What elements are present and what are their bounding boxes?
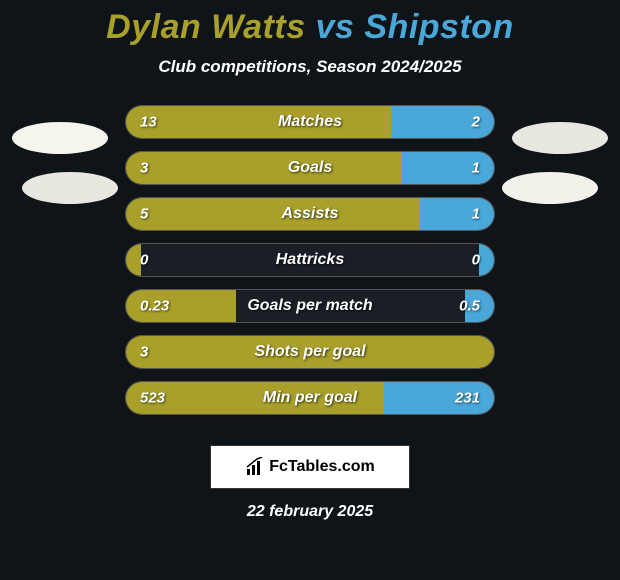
stat-label: Shots per goal [126, 343, 494, 361]
stat-label: Min per goal [126, 389, 494, 407]
stat-row: 132Matches [125, 105, 495, 139]
comparison-card: Dylan Watts vs Shipston Club competition… [0, 0, 620, 580]
team-badge-right [502, 172, 598, 204]
stat-row: 3Shots per goal [125, 335, 495, 369]
chart-icon [245, 457, 265, 477]
stat-row: 523231Min per goal [125, 381, 495, 415]
stat-label: Assists [126, 205, 494, 223]
stat-label: Matches [126, 113, 494, 131]
stat-label: Hattricks [126, 251, 494, 269]
stats-area: 132Matches 31Goals 51Assists 00Hattricks 0.2… [0, 105, 620, 415]
team-badge-right [512, 122, 608, 154]
page-title: Dylan Watts vs Shipston [0, 8, 620, 47]
stat-row: 31Goals [125, 151, 495, 185]
stat-row: 00Hattricks [125, 243, 495, 277]
fctables-logo: FcTables.com [210, 445, 410, 489]
stat-label: Goals [126, 159, 494, 177]
stat-label: Goals per match [126, 297, 494, 315]
team-badge-left [12, 122, 108, 154]
stat-row: 51Assists [125, 197, 495, 231]
player2-name: Shipston [364, 8, 513, 46]
team-badge-left [22, 172, 118, 204]
date-text: 22 february 2025 [0, 503, 620, 521]
subtitle: Club competitions, Season 2024/2025 [0, 57, 620, 77]
stat-row: 0.230.5Goals per match [125, 289, 495, 323]
logo-text: FcTables.com [269, 458, 375, 476]
vs-text: vs [316, 8, 355, 46]
player1-name: Dylan Watts [106, 8, 305, 46]
